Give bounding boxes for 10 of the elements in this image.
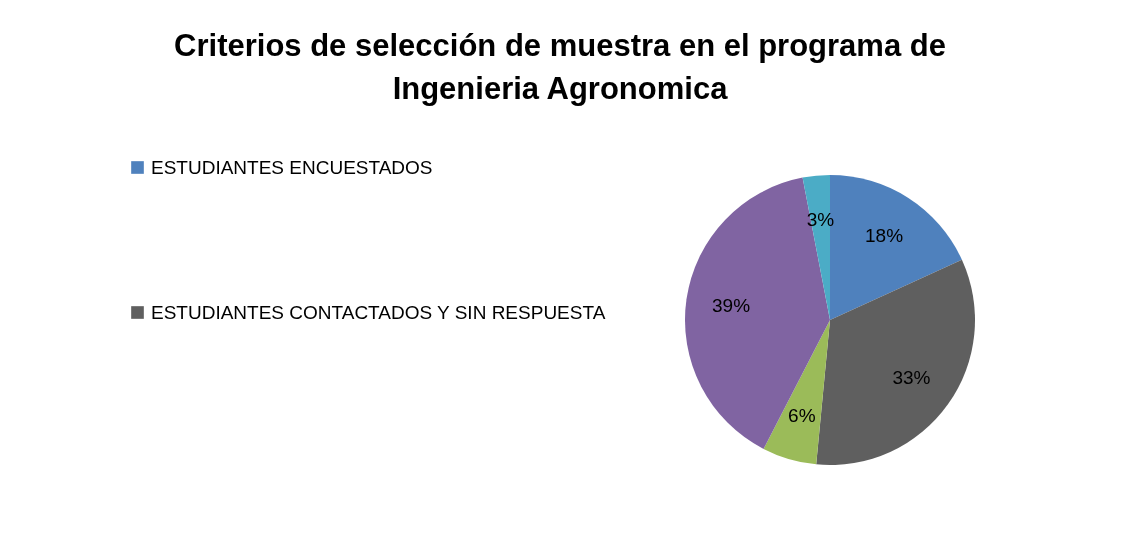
pie-slice <box>763 320 830 465</box>
data-label: 3% <box>806 209 835 231</box>
data-label: 39% <box>712 294 751 316</box>
pie-slice <box>816 259 975 465</box>
data-label: 18% <box>865 224 904 246</box>
legend-label: ESTUDIANTES CONTACTADOS Y SIN RESPUESTA <box>151 301 606 323</box>
data-label: 33% <box>892 367 931 389</box>
chart-title: Criterios de selección de muestra en el programa de Ingenieria Agronomica <box>174 28 946 106</box>
data-label: 6% <box>788 404 816 426</box>
legend-label: ESTUDIANTES ENCUESTADOS <box>151 156 433 178</box>
